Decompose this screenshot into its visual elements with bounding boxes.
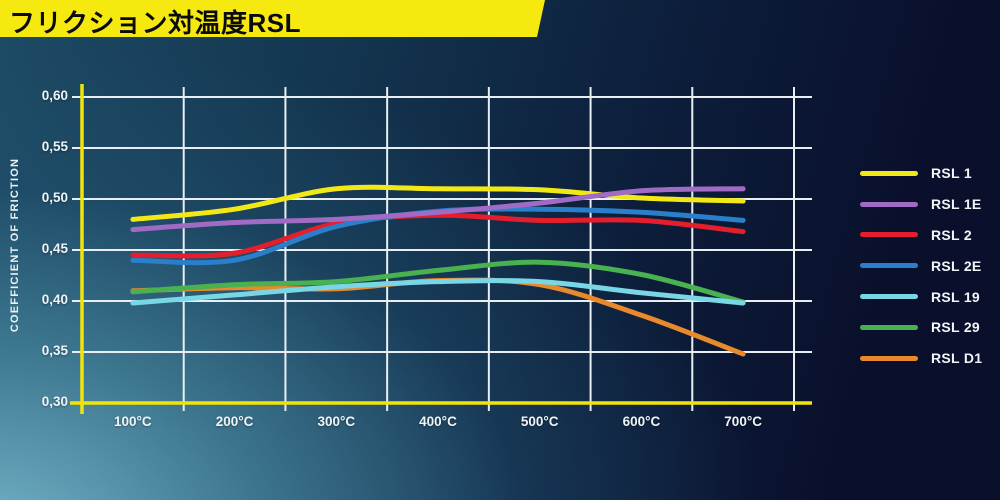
page-title: フリクション対温度RSL bbox=[9, 8, 302, 38]
x-tick-label: 100°C bbox=[114, 414, 152, 429]
series-line-rsl-d1 bbox=[130, 277, 746, 357]
y-tick-label: 0,40 bbox=[41, 292, 68, 307]
series-line-rsl-19 bbox=[130, 278, 746, 306]
legend-label: RSL 19 bbox=[931, 288, 981, 305]
y-tick-label: 0,60 bbox=[41, 88, 68, 103]
series-line-rsl-2 bbox=[130, 212, 746, 259]
series-line-rsl-1 bbox=[130, 184, 746, 222]
x-tick-label: 600°C bbox=[622, 414, 661, 429]
x-tick-label: 700°C bbox=[724, 414, 762, 429]
legend-label: RSL 29 bbox=[931, 319, 981, 336]
legend-swatch bbox=[860, 170, 918, 176]
legend-item-rsl-19: RSL 19 bbox=[860, 281, 982, 312]
legend-item-rsl-29: RSL 29 bbox=[860, 312, 982, 343]
y-tick-label: 0,45 bbox=[41, 241, 68, 256]
legend-label: RSL D1 bbox=[931, 350, 983, 367]
legend-item-rsl-1: RSL 1 bbox=[860, 158, 982, 189]
legend-item-rsl-2: RSL 2 bbox=[860, 220, 982, 251]
legend-label: RSL 2E bbox=[931, 257, 982, 274]
legend-swatch bbox=[860, 232, 918, 238]
x-tick-label: 500°C bbox=[520, 414, 559, 429]
legend-swatch bbox=[860, 294, 918, 300]
legend-item-rsl-2e: RSL 2E bbox=[860, 250, 982, 281]
title-bar: フリクション対温度RSL bbox=[0, 0, 545, 37]
y-tick-label: 0,50 bbox=[41, 190, 68, 205]
legend-swatch bbox=[860, 263, 918, 269]
legend-swatch bbox=[860, 201, 918, 207]
y-tick-label: 0,30 bbox=[41, 394, 68, 409]
x-tick-label: 400°C bbox=[419, 414, 457, 429]
x-tick-label: 200°C bbox=[215, 414, 254, 429]
y-tick-label: 0,55 bbox=[41, 139, 68, 154]
legend-item-rsl-d1: RSL D1 bbox=[860, 343, 982, 374]
legend-swatch bbox=[860, 324, 918, 330]
legend-label: RSL 2 bbox=[931, 226, 972, 243]
legend-label: RSL 1E bbox=[931, 196, 982, 213]
y-tick-label: 0,35 bbox=[41, 343, 68, 358]
legend-item-rsl-1e: RSL 1E bbox=[860, 189, 982, 220]
series-line-rsl-1e bbox=[130, 186, 746, 233]
series-line-rsl-29 bbox=[130, 259, 746, 305]
legend-swatch bbox=[860, 355, 918, 361]
x-tick-label: 300°C bbox=[317, 414, 356, 429]
legend: RSL 1 RSL 1E RSL 2 RSL 2E RSL 19 RSL 29 RSL D1 bbox=[860, 158, 982, 374]
legend-label: RSL 1 bbox=[931, 165, 972, 182]
